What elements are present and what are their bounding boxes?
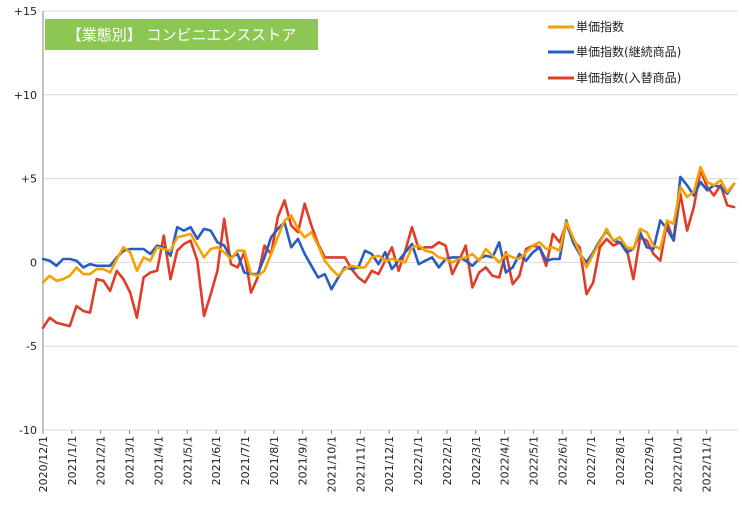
x-tick-label: 2021/8/1: [268, 436, 281, 485]
x-tick-label: 2021/5/1: [181, 436, 194, 485]
y-tick-label: +5: [21, 173, 37, 186]
x-tick-label: 2021/4/1: [152, 436, 165, 485]
series-line-2: [41, 175, 736, 291]
y-axis-ticks: +15 +10 +5 0 -5 -10: [14, 5, 37, 437]
chart-title: 【業態別】 コンビニエンスストア: [67, 26, 296, 44]
x-tick-label: 2021/3/1: [124, 436, 137, 485]
y-tick-label: +15: [14, 5, 37, 18]
x-tick-label: 2021/1/1: [66, 436, 79, 485]
x-tick-label: 2021/9/1: [297, 436, 310, 485]
x-tick-label: 2022/11/1: [701, 436, 714, 492]
y-tick-label: -10: [19, 424, 37, 437]
y-tick-label: +10: [14, 89, 37, 102]
x-axis-ticks: 2020/12/1 2021/1/1 2021/2/1 2021/3/1 2021/4/…: [37, 430, 714, 492]
x-tick-label: 2022/7/1: [585, 436, 598, 485]
x-tick-label: 2021/10/1: [326, 436, 339, 492]
x-tick-label: 2021/12/1: [383, 436, 396, 492]
x-tick-label: 2022/2/1: [441, 436, 454, 485]
x-tick-label: 2022/4/1: [499, 436, 512, 485]
x-tick-label: 2022/6/1: [556, 436, 569, 485]
series-lines: [41, 165, 736, 330]
x-tick-label: 2021/2/1: [95, 436, 108, 485]
y-tick-label: 0: [30, 256, 37, 269]
chart-title-box: 【業態別】 コンビニエンスストア: [45, 19, 318, 50]
x-tick-label: 2022/10/1: [672, 436, 685, 492]
x-tick-label: 2021/7/1: [239, 436, 252, 485]
x-tick-label: 2022/3/1: [470, 436, 483, 485]
x-tick-label: 2022/5/1: [527, 436, 540, 485]
legend-label: 単価指数(継続商品): [576, 44, 681, 59]
legend-label: 単価指数(入替商品): [576, 70, 681, 85]
x-tick-label: 2022/1/1: [412, 436, 425, 485]
series-line-1: [41, 165, 736, 284]
x-tick-label: 2020/12/1: [37, 436, 50, 492]
x-tick-label: 2022/9/1: [643, 436, 656, 485]
x-tick-label: 2021/11/1: [354, 436, 367, 492]
x-tick-label: 2021/6/1: [210, 436, 223, 485]
legend-label: 単価指数: [576, 19, 624, 34]
y-tick-label: -5: [26, 340, 37, 353]
x-tick-label: 2022/8/1: [614, 436, 627, 485]
